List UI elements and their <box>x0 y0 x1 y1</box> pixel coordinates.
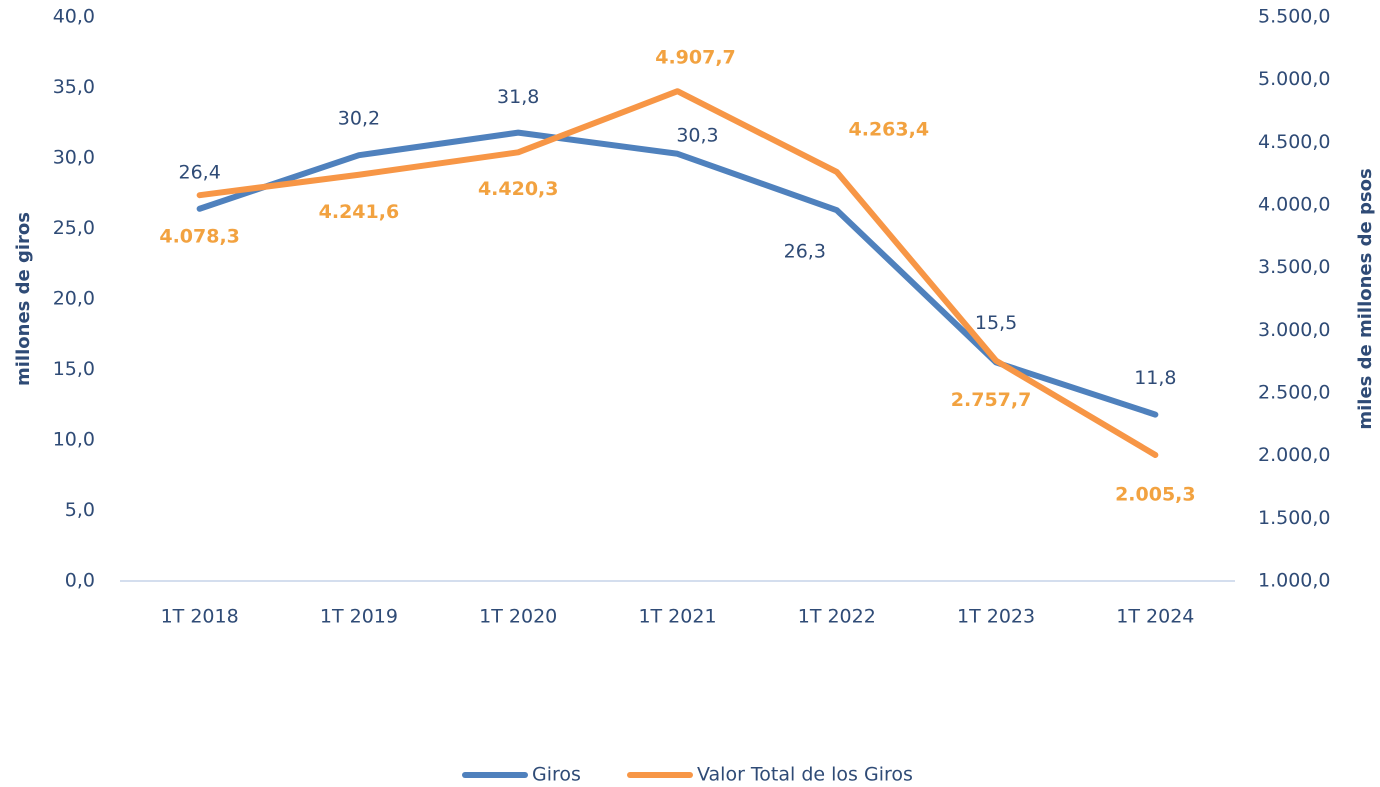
y-tick-label: 40,0 <box>53 6 95 28</box>
x-tick-label: 1T 2024 <box>1116 606 1194 628</box>
data-label: 31,8 <box>497 86 539 108</box>
legend-label: Giros <box>532 764 581 786</box>
data-label: 15,5 <box>975 312 1017 334</box>
y-tick-label: 10,0 <box>53 429 95 451</box>
data-label: 26,3 <box>784 241 826 263</box>
y-tick-label: 25,0 <box>53 217 95 239</box>
legend-label: Valor Total de los Giros <box>697 764 913 786</box>
y-tick-label: 15,0 <box>53 358 95 380</box>
x-tick-label: 1T 2020 <box>479 606 557 628</box>
y-tick-label: 20,0 <box>53 288 95 310</box>
data-label: 4.241,6 <box>319 201 400 223</box>
y-tick-label: 35,0 <box>53 76 95 98</box>
data-label: 2.757,7 <box>951 389 1032 411</box>
y-tick-label: 0,0 <box>65 570 95 592</box>
data-label: 4.907,7 <box>655 47 736 69</box>
y-tick-label: 5,0 <box>65 499 95 521</box>
data-label: 30,2 <box>338 108 380 130</box>
x-tick-label: 1T 2022 <box>798 606 876 628</box>
y2-tick-label: 1.000,0 <box>1258 570 1331 592</box>
series-line <box>196 88 1159 459</box>
data-label: 2.005,3 <box>1115 484 1196 506</box>
data-label: 30,3 <box>676 124 718 146</box>
y2-tick-label: 2.500,0 <box>1258 382 1331 404</box>
data-label: 26,4 <box>178 161 220 183</box>
y2-axis-title: miles de millones de psos <box>1355 168 1376 429</box>
data-label: 11,8 <box>1134 367 1176 389</box>
y2-tick-label: 3.000,0 <box>1258 319 1331 341</box>
x-tick-label: 1T 2018 <box>161 606 239 628</box>
x-tick-label: 1T 2021 <box>638 606 716 628</box>
y2-tick-label: 2.000,0 <box>1258 444 1331 466</box>
data-label: 4.420,3 <box>478 178 559 200</box>
y2-tick-label: 4.000,0 <box>1258 194 1331 216</box>
data-label: 4.263,4 <box>849 118 930 140</box>
y2-tick-label: 3.500,0 <box>1258 256 1331 278</box>
y2-tick-label: 5.500,0 <box>1258 6 1331 28</box>
x-tick-label: 1T 2019 <box>320 606 398 628</box>
y-axis-title: millones de giros <box>13 212 34 386</box>
y-tick-label: 30,0 <box>53 147 95 169</box>
y2-tick-label: 1.500,0 <box>1258 507 1331 529</box>
x-tick-label: 1T 2023 <box>957 606 1035 628</box>
data-label: 4.078,3 <box>159 226 240 248</box>
y2-tick-label: 4.500,0 <box>1258 131 1331 153</box>
y2-tick-label: 5.000,0 <box>1258 68 1331 90</box>
